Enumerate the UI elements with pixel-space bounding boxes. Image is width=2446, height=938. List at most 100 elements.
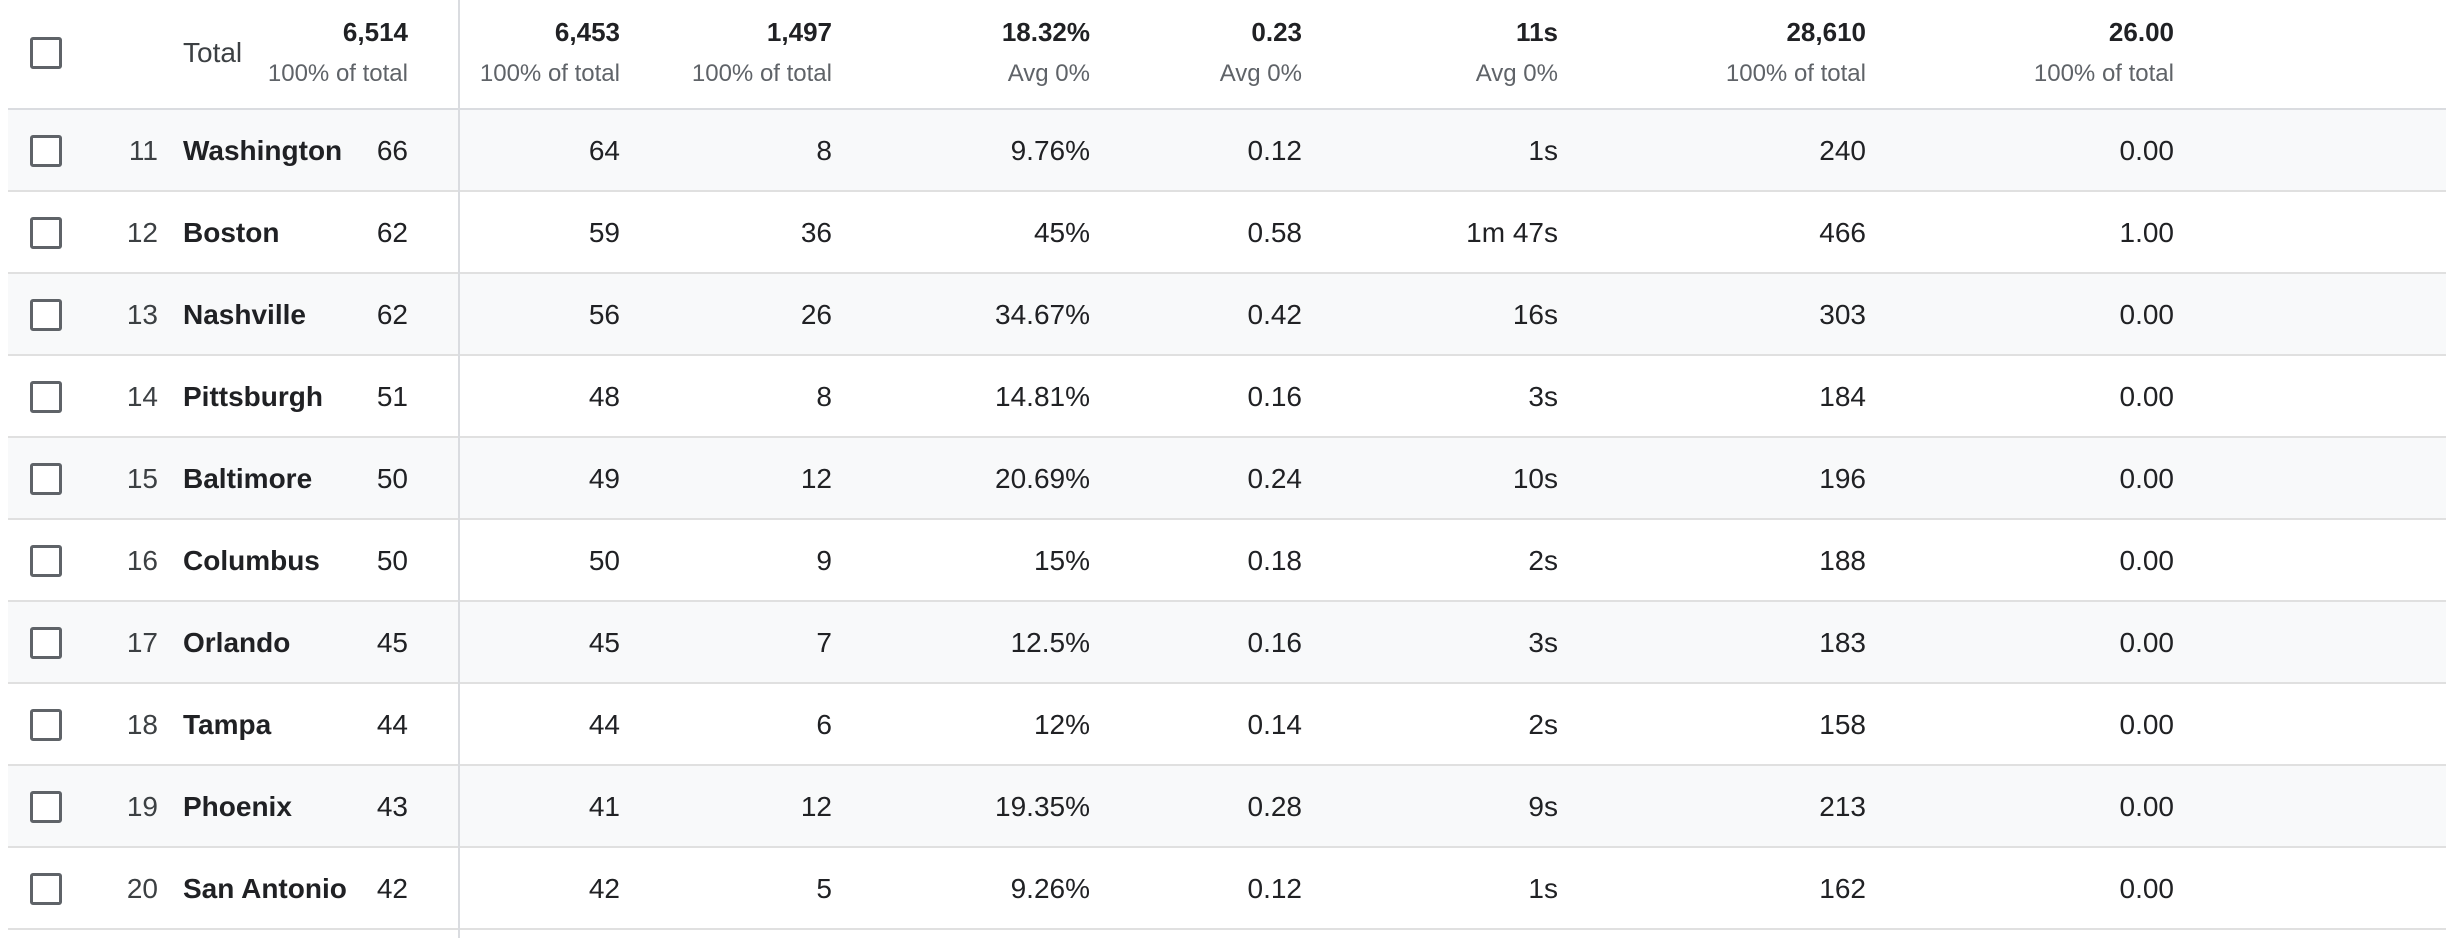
total-value-col-2: 6,453 (554, 17, 620, 47)
row-select-checkbox[interactable] (30, 217, 62, 249)
row-city-name: Washington (183, 135, 343, 166)
row-select-checkbox[interactable] (30, 381, 62, 413)
row-rank: 17 (126, 627, 158, 658)
row-metric-col-1: 44 (376, 709, 408, 740)
row-metric-col-6: 3s (1528, 381, 1558, 412)
row-select-checkbox[interactable] (30, 709, 62, 741)
row-metric-col-1: 62 (376, 299, 408, 330)
row-metric-col-5: 0.58 (1247, 217, 1303, 248)
row-metric-col-1: 62 (376, 217, 408, 248)
row-metric-col-7: 240 (1819, 135, 1866, 166)
row-metric-col-4: 19.35% (995, 791, 1090, 822)
row-select-checkbox[interactable] (30, 545, 62, 577)
row-metric-col-7: 466 (1819, 217, 1866, 248)
row-select-checkbox[interactable] (30, 135, 62, 167)
row-metric-col-3: 8 (816, 135, 832, 166)
row-metric-col-5: 0.12 (1247, 873, 1303, 904)
row-metric-col-4: 15% (1033, 545, 1090, 576)
row-metric-col-3: 5 (816, 873, 832, 904)
row-rank: 15 (126, 463, 158, 494)
row-metric-col-4: 14.81% (995, 381, 1090, 412)
row-metric-col-3: 12 (800, 463, 832, 494)
row-metric-col-2: 50 (588, 545, 620, 576)
table-row[interactable]: 18 Tampa 44 44 6 12% 0.14 2s 158 0.00 (8, 684, 2446, 766)
table-row[interactable]: 11 Washington 66 64 8 9.76% 0.12 1s 240 0.00 (8, 110, 2446, 192)
row-metric-col-6: 2s (1528, 545, 1558, 576)
row-metric-col-8: 0.00 (2119, 463, 2175, 494)
row-metric-col-2: 49 (588, 463, 620, 494)
row-select-checkbox[interactable] (30, 627, 62, 659)
table-row[interactable]: 14 Pittsburgh 51 48 8 14.81% 0.16 3s 184 0.00 (8, 356, 2446, 438)
row-metric-col-1: 45 (376, 627, 408, 658)
row-metric-col-5: 0.16 (1247, 627, 1303, 658)
row-metric-col-5: 0.14 (1247, 709, 1303, 740)
row-rank: 16 (126, 545, 158, 576)
row-metric-col-1: 43 (376, 791, 408, 822)
row-metric-col-4: 45% (1033, 217, 1090, 248)
table-row[interactable]: 12 Boston 62 59 36 45% 0.58 1m 47s 466 1.00 (8, 192, 2446, 274)
row-metric-col-6: 1m 47s (1466, 217, 1558, 248)
table-row[interactable]: 17 Orlando 45 45 7 12.5% 0.16 3s 183 0.00 (8, 602, 2446, 684)
row-metric-col-3: 36 (800, 217, 832, 248)
row-metric-col-8: 0.00 (2119, 627, 2175, 658)
row-metric-col-6: 1s (1528, 135, 1558, 166)
row-city-name: Tampa (183, 709, 272, 740)
row-city-name: San Antonio (183, 873, 347, 904)
row-rank: 20 (126, 873, 158, 904)
row-select-checkbox[interactable] (30, 791, 62, 823)
row-metric-col-2: 48 (588, 381, 620, 412)
row-metric-col-4: 20.69% (995, 463, 1090, 494)
table-row[interactable]: 15 Baltimore 50 49 12 20.69% 0.24 10s 196 0.00 (8, 438, 2446, 520)
row-select-checkbox[interactable] (30, 873, 62, 905)
row-metric-col-1: 42 (376, 873, 408, 904)
row-metric-col-8: 0.00 (2119, 299, 2175, 330)
row-city-name: Orlando (183, 627, 291, 658)
row-metric-col-5: 0.28 (1247, 791, 1303, 822)
row-metric-col-4: 9.76% (1010, 135, 1090, 166)
row-rank: 19 (126, 791, 158, 822)
row-metric-col-7: 184 (1819, 381, 1866, 412)
total-sub-col-6: Avg 0% (1475, 60, 1558, 87)
row-metric-col-4: 34.67% (995, 299, 1090, 330)
table-row[interactable]: 20 San Antonio 42 42 5 9.26% 0.12 1s 162 0.00 (8, 848, 2446, 930)
table-row[interactable]: 19 Phoenix 43 41 12 19.35% 0.28 9s 213 0.00 (8, 766, 2446, 848)
row-metric-col-4: 12.5% (1010, 627, 1090, 658)
total-sub-col-3: 100% of total (691, 60, 832, 87)
row-metric-col-8: 0.00 (2119, 791, 2175, 822)
row-select-checkbox[interactable] (30, 463, 62, 495)
row-metric-col-5: 0.18 (1247, 545, 1303, 576)
row-metric-col-5: 0.42 (1247, 299, 1303, 330)
row-city-name: Nashville (183, 299, 306, 330)
table-row[interactable]: 13 Nashville 62 56 26 34.67% 0.42 16s 303 0.00 (8, 274, 2446, 356)
select-all-checkbox[interactable] (30, 37, 62, 69)
row-metric-col-8: 0.00 (2119, 135, 2175, 166)
row-metric-col-3: 6 (816, 709, 832, 740)
row-metric-col-5: 0.16 (1247, 381, 1303, 412)
row-city-name: Baltimore (183, 463, 313, 494)
total-value-col-1: 6,514 (342, 17, 408, 47)
row-metric-col-3: 12 (800, 791, 832, 822)
row-metric-col-3: 9 (816, 545, 832, 576)
table-row[interactable]: 16 Columbus 50 50 9 15% 0.18 2s 188 0.00 (8, 520, 2446, 602)
row-metric-col-7: 158 (1819, 709, 1866, 740)
row-rank: 13 (126, 299, 158, 330)
total-value-col-5: 0.23 (1251, 17, 1302, 47)
row-metric-col-1: 51 (376, 381, 408, 412)
total-sub-col-2: 100% of total (479, 60, 620, 87)
total-value-col-3: 1,497 (766, 17, 832, 47)
row-metric-col-2: 45 (588, 627, 620, 658)
total-sub-col-7: 100% of total (1725, 60, 1866, 87)
row-city-name: Pittsburgh (183, 381, 323, 412)
row-metric-col-6: 2s (1528, 709, 1558, 740)
totals-label: Total (183, 37, 243, 68)
row-metric-col-6: 3s (1528, 627, 1558, 658)
row-metric-col-7: 213 (1819, 791, 1866, 822)
row-select-checkbox[interactable] (30, 299, 62, 331)
row-metric-col-7: 196 (1819, 463, 1866, 494)
row-metric-col-6: 1s (1528, 873, 1558, 904)
row-metric-col-1: 50 (376, 545, 408, 576)
row-metric-col-2: 56 (588, 299, 620, 330)
table-header-totals: Total 6,514 100% of total 6,453 100% of … (8, 0, 2446, 110)
row-metric-col-7: 162 (1819, 873, 1866, 904)
total-value-col-4: 18.32% (1001, 17, 1090, 47)
